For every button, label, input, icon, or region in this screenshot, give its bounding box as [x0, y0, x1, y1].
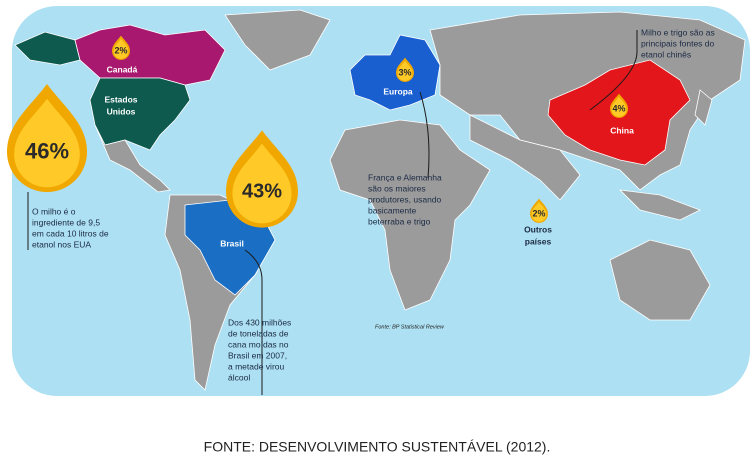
- note-line: em cada 10 litros de: [32, 228, 109, 238]
- drop-highlight: [232, 143, 292, 224]
- region-name: Brasil: [220, 238, 244, 248]
- region-name: países: [525, 236, 552, 246]
- region-share: 2%: [114, 45, 127, 55]
- region-name: Europa: [383, 86, 413, 96]
- note-line: beterraba e trigo: [368, 216, 431, 226]
- note-line: etanol chinês: [641, 49, 691, 59]
- region-share: 2%: [532, 208, 545, 218]
- leader-lines: [27, 30, 638, 395]
- note-line: de toneladas de: [228, 328, 289, 338]
- caption: FONTE: DESENVOLVIMENTO SUSTENTÁVEL (2012…: [204, 439, 551, 455]
- region-share: 4%: [612, 103, 625, 113]
- note-line: Milho e trigo são as: [641, 27, 715, 37]
- note-line: ingrediente de 9,5: [32, 217, 100, 227]
- drop-highlight: [113, 38, 129, 59]
- note-line: são os maiores: [368, 183, 426, 193]
- region-name: Canadá: [107, 64, 138, 74]
- note-line: Brasil em 2007,: [228, 350, 287, 360]
- note-line: basicamente: [368, 205, 416, 215]
- note-line: etanol nos EUA: [32, 239, 91, 249]
- region-share: 46%: [25, 139, 69, 164]
- note-line: cana moídas no: [228, 339, 289, 349]
- note-line: a metade virou: [228, 361, 284, 371]
- drop-highlight: [14, 98, 80, 188]
- drop-highlight: [611, 96, 627, 117]
- region-name: Estados: [104, 94, 137, 104]
- note-line: França e Alemanha: [368, 172, 442, 182]
- region-name: Unidos: [107, 106, 136, 116]
- note-line: álcool: [228, 372, 250, 382]
- note-line: Dos 430 milhões: [228, 317, 291, 327]
- drop-highlight: [397, 60, 413, 81]
- note-line: principais fontes do: [641, 38, 715, 48]
- drop-highlight: [531, 201, 547, 222]
- map-source: Fonte: BP Statistical Review: [375, 324, 445, 330]
- region-name: China: [610, 125, 634, 135]
- note-line: produtores, usando: [368, 194, 442, 204]
- region-share: 3%: [398, 67, 411, 77]
- region-share: 43%: [242, 181, 282, 203]
- note-line: O milho é o: [32, 206, 76, 216]
- region-name: Outros: [524, 224, 552, 234]
